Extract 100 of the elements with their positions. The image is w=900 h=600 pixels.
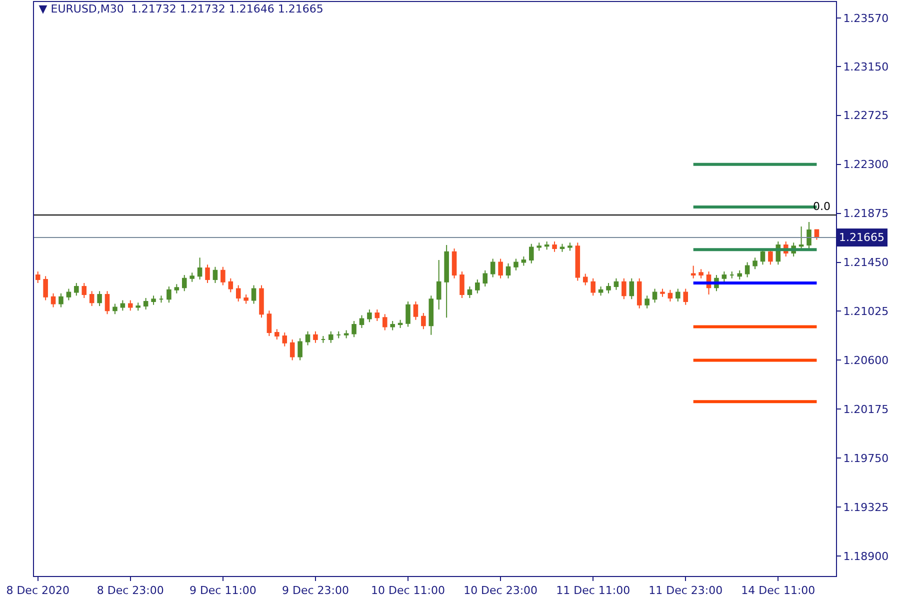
y-tick-label: 1.18900	[843, 550, 889, 563]
candlestick	[460, 270, 464, 298]
candlestick	[128, 300, 133, 312]
candlestick	[606, 282, 611, 294]
candlestick	[374, 309, 380, 322]
candlestick	[614, 278, 619, 290]
x-tick-label: 14 Dec 11:00	[741, 584, 816, 598]
candlestick	[683, 288, 688, 306]
ref-line-label: 1.21665	[839, 231, 884, 244]
candlestick	[35, 270, 40, 284]
candlestick	[259, 284, 264, 318]
candlestick	[622, 278, 626, 300]
candlestick	[536, 242, 542, 252]
candlestick	[482, 270, 488, 287]
y-tick-label: 1.22300	[843, 158, 889, 172]
candlestick	[66, 288, 72, 301]
candlestick	[305, 330, 310, 346]
candlestick	[668, 289, 673, 302]
candlestick	[698, 268, 704, 279]
x-tick-label: 8 Dec 23:00	[96, 584, 164, 598]
candlestick	[352, 320, 356, 338]
y-tick-label: 1.23570	[843, 12, 889, 25]
candlestick	[89, 290, 94, 307]
candlestick	[74, 282, 79, 296]
candlestick	[428, 295, 434, 336]
candlestick	[413, 300, 418, 320]
candlestick	[590, 278, 596, 296]
candlestick	[228, 278, 234, 293]
candlestick	[220, 266, 226, 286]
x-tick-label: 9 Dec 11:00	[189, 584, 256, 598]
candlestick	[174, 284, 180, 294]
candlestick	[58, 292, 64, 308]
chart-title: ▼ EURUSD,M30 1.21732 1.21732 1.21646 1.21665	[38, 2, 324, 16]
candlestick	[529, 243, 534, 264]
candlestick	[274, 328, 280, 340]
candlestick	[328, 330, 334, 344]
candlestick	[97, 290, 102, 307]
candlestick	[421, 312, 426, 330]
candlestick	[744, 262, 750, 278]
candlestick	[690, 265, 696, 279]
y-tick-label: 1.21025	[843, 305, 889, 318]
candlestick	[120, 300, 126, 312]
candlestick	[344, 330, 349, 339]
x-tick-label: 11 Dec 23:00	[648, 584, 723, 598]
candlestick	[282, 332, 288, 347]
candlestick	[359, 314, 364, 328]
candlestick	[730, 270, 734, 279]
candlestick	[205, 264, 210, 284]
candlestick	[514, 258, 518, 271]
candlestick	[382, 314, 388, 331]
candlestick	[236, 284, 241, 302]
y-tick-label: 1.19750	[843, 452, 889, 465]
candlestick	[390, 320, 395, 331]
y-tick-label: 1.20600	[843, 354, 889, 368]
candlestick	[50, 292, 56, 308]
candlestick	[298, 338, 302, 361]
y-tick-label: 1.23150	[843, 60, 889, 74]
candlestick	[244, 294, 248, 304]
candlestick	[644, 295, 650, 309]
x-tick-label: 10 Dec 23:00	[464, 584, 538, 598]
candlestick	[676, 288, 680, 302]
candlestick	[490, 258, 496, 278]
candlestick	[475, 279, 480, 294]
candlestick	[43, 276, 48, 301]
candlestick	[398, 319, 403, 328]
y-tick-label: 1.21450	[843, 256, 889, 270]
candlestick	[660, 288, 665, 298]
candlestick	[582, 273, 588, 286]
candlestick	[112, 303, 118, 315]
candlestick	[444, 244, 449, 318]
x-tick-label: 9 Dec 23:00	[282, 584, 349, 598]
candlestick	[560, 243, 565, 252]
candlestick	[336, 330, 341, 339]
candlestick	[320, 336, 326, 344]
candlestick	[452, 248, 457, 279]
candlestick	[652, 288, 658, 304]
candlestick	[806, 221, 812, 249]
candlestick	[467, 286, 472, 298]
candlestick	[313, 330, 318, 344]
candlestick	[406, 300, 410, 328]
candlestick	[629, 278, 634, 300]
x-tick-label: 11 Dec 11:00	[556, 584, 630, 598]
candlestick	[552, 241, 557, 252]
candlestick	[104, 290, 110, 315]
candlestick	[190, 272, 194, 282]
candlestick	[251, 284, 256, 304]
candlestick	[722, 270, 727, 282]
candlestick	[521, 256, 526, 266]
y-tick-label: 1.19325	[843, 500, 889, 514]
y-tick-label: 1.21875	[843, 207, 889, 220]
candlestick	[436, 259, 442, 310]
candlestick	[197, 257, 202, 280]
candlestick	[798, 226, 804, 250]
x-tick-label: 8 Dec 2020	[6, 584, 70, 598]
candlestick	[136, 302, 140, 312]
candlestick	[575, 242, 580, 282]
candlestick	[212, 266, 218, 284]
candlestick	[506, 262, 511, 279]
candlestick	[544, 241, 550, 250]
candlestick	[636, 278, 642, 309]
